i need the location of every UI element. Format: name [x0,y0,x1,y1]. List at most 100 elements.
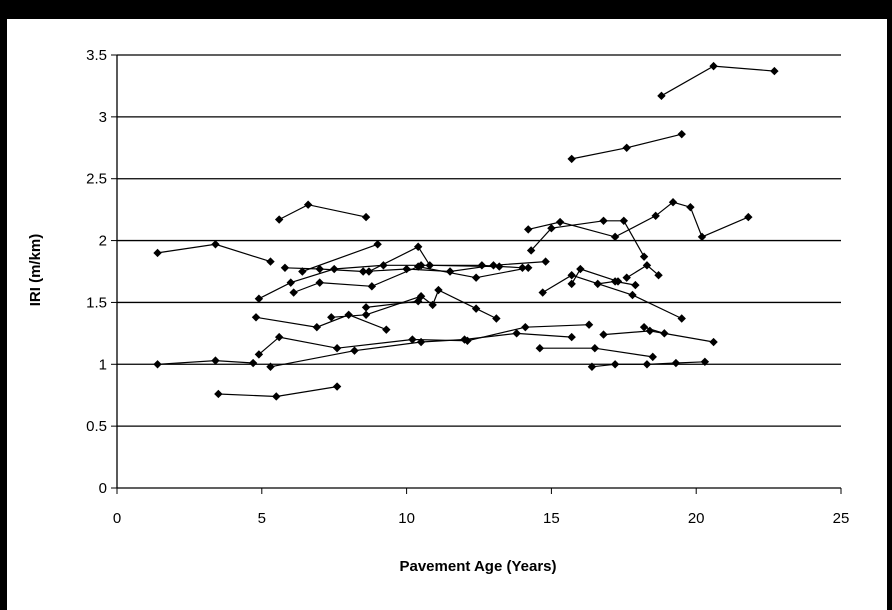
data-point-marker [361,310,371,319]
data-point-marker [610,277,620,286]
data-point-marker [639,252,649,261]
data-point-marker [541,257,550,266]
data-point-marker [599,330,608,339]
x-axis-title: Pavement Age (Years) [399,558,556,575]
y-axis-title: IRI (m/km) [27,234,44,307]
data-series [289,262,533,297]
data-point-marker [471,304,481,313]
data-series [254,261,527,303]
data-series [599,326,718,347]
y-tick-label: 3 [99,109,107,126]
data-point-marker [416,337,426,347]
data-point-marker [332,344,342,353]
data-point-marker [521,322,530,332]
series-line [368,246,500,273]
data-series [567,129,686,164]
data-point-marker [642,261,652,270]
data-point-marker [651,211,660,221]
data-point-marker [460,335,469,344]
data-point-marker [254,294,264,303]
data-point-marker [489,261,498,270]
x-tick-label: 15 [543,510,560,527]
y-tick-label: 2 [99,233,107,250]
data-point-marker [280,263,290,272]
data-point-marker [315,278,324,287]
data-point-marker [272,392,281,401]
data-point-marker [413,242,423,251]
data-series [298,240,382,276]
data-point-marker [327,313,336,322]
data-point-marker [330,264,339,274]
data-point-marker [547,224,556,233]
data-point-marker [524,225,533,234]
data-point-marker [700,357,710,367]
data-point-marker [373,240,382,249]
data-point-marker [567,154,576,164]
data-point-marker [622,273,631,282]
data-series [274,200,371,224]
gridlines [117,54,841,427]
data-point-marker [425,261,434,270]
data-point-marker [303,200,313,209]
data-point-marker [211,240,220,249]
data-point-marker [576,264,585,274]
data-point-marker [361,303,371,312]
data-point-marker [709,61,718,71]
data-point-marker [382,325,391,334]
data-point-marker [697,232,707,242]
data-series [526,216,649,261]
series-line [542,274,682,320]
data-point-marker [660,329,669,338]
series-line [331,289,497,320]
data-point-marker [289,288,298,297]
data-point-marker [770,66,779,76]
data-point-marker [298,267,307,276]
data-series [254,320,594,359]
data-point-marker [619,216,628,225]
data-point-marker [495,262,504,271]
data-series [538,271,686,323]
data-point-marker [648,352,657,362]
data-point-marker [654,271,663,280]
data-point-marker [628,290,637,300]
x-tick-label: 5 [258,510,266,527]
data-point-marker [315,264,324,274]
series-line [528,201,749,238]
x-tick-label: 10 [398,510,415,527]
data-point-marker [413,262,423,271]
data-point-marker [538,288,547,297]
data-series [153,240,275,266]
data-point-marker [555,217,565,227]
y-tick-label: 1.5 [86,294,107,311]
data-point-marker [668,198,678,207]
data-point-marker [254,350,264,359]
series-line [293,265,529,294]
data-point-marker [686,202,695,212]
data-point-marker [709,337,718,347]
series-line [661,65,775,97]
data-point-marker [286,278,295,287]
data-point-marker [492,314,501,323]
series-line [255,314,387,331]
data-point-marker [567,332,576,342]
data-point-marker [610,360,620,369]
data-point-marker [599,216,608,225]
data-series [153,356,258,369]
data-point-marker [524,263,533,272]
data-point-marker [584,320,594,329]
data-point-marker [657,91,666,101]
data-point-marker [312,322,322,332]
data-point-marker [358,267,368,276]
data-point-marker [344,310,353,319]
tick-labels: 0 0.5 1 1.5 2 2.5 3 3.5 0 5 10 15 20 25 [86,47,849,527]
data-series [364,242,504,276]
data-point-marker [593,279,602,289]
data-point-marker [477,261,487,270]
axes [111,54,842,494]
data-point-marker [274,332,284,342]
x-tick-label: 25 [833,510,850,527]
data-point-marker [518,263,527,272]
y-tick-label: 0 [99,480,107,497]
data-point-marker [153,360,162,369]
